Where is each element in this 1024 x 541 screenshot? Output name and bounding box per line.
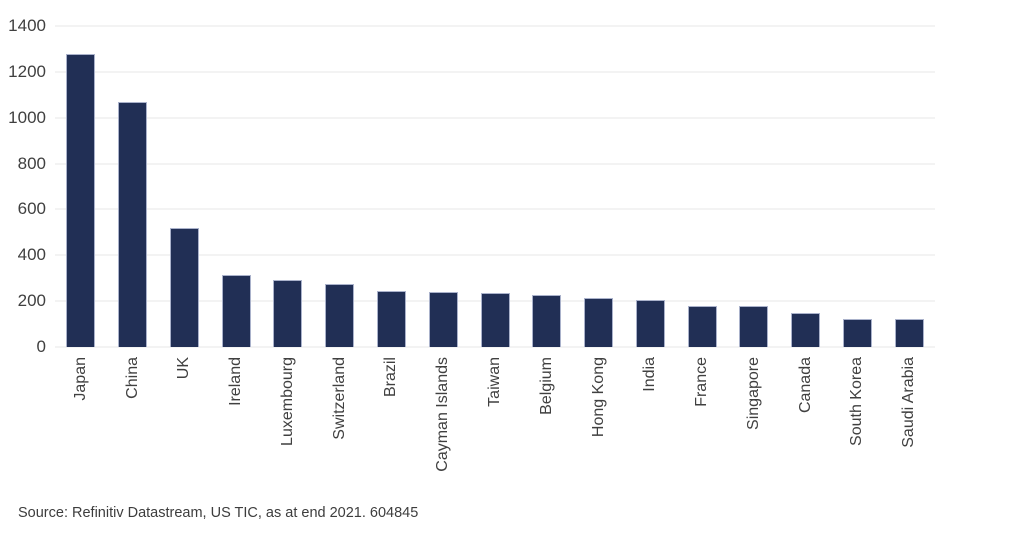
gridline (55, 346, 935, 348)
bar-taiwan (480, 293, 510, 347)
x-axis-label-slot: Belgium (521, 347, 573, 507)
x-axis-category-label: Switzerland (330, 357, 348, 440)
gridline (55, 25, 935, 27)
bar-india (635, 300, 665, 347)
gridline (55, 254, 935, 257)
x-axis-label-slot: India (624, 347, 676, 507)
x-axis-category-label: Ireland (227, 357, 245, 406)
x-axis-label-slot: Japan (55, 347, 107, 507)
x-axis-label-slot: China (107, 347, 159, 507)
y-axis-tick-label: 800 (17, 153, 46, 173)
bar-belgium (532, 294, 562, 347)
bar-cayman-islands (428, 291, 458, 347)
x-axis-category-label: Singapore (744, 357, 762, 430)
y-axis-tick-label: 1200 (8, 61, 46, 81)
x-axis-category-label: India (641, 357, 659, 392)
bar-singapore (739, 306, 769, 347)
bar-hong-kong (584, 297, 614, 347)
bar-brazil (376, 290, 406, 347)
x-axis-label-slot: Saudi Arabia (883, 347, 935, 507)
plot-area: Japan China UK Ireland Luxembourg Switzerland… (8, 16, 935, 472)
y-axis-tick-label: 1000 (8, 107, 46, 127)
bar-saudi-arabia (894, 319, 924, 347)
x-axis-category-label: Japan (71, 357, 89, 401)
x-axis-category-label: Belgium (537, 357, 555, 415)
x-axis-label-slot: Ireland (210, 347, 262, 507)
bar-china (118, 102, 148, 347)
y-axis-tick-label: 400 (17, 245, 46, 265)
x-axis-label-slot: Switzerland (314, 347, 366, 507)
x-axis-labels: Japan China UK Ireland Luxembourg Switzerland… (55, 347, 935, 512)
x-axis-category-label: UK (175, 357, 193, 380)
bar-uk (169, 227, 199, 347)
y-axis-tick-label: 0 (36, 337, 46, 356)
x-axis-category-label: Saudi Arabia (900, 357, 918, 448)
y-axis-tick-label: 1400 (8, 16, 46, 35)
x-axis-category-label: Luxembourg (278, 357, 296, 446)
x-axis-category-label: Brazil (382, 357, 400, 398)
x-axis-category-label: South Korea (848, 357, 866, 446)
gridline (55, 162, 935, 165)
x-axis-category-label: Canada (796, 357, 814, 414)
y-axis-tick-label: 600 (17, 199, 46, 219)
gridline (55, 116, 935, 119)
y-axis-tick-label: 200 (17, 291, 46, 311)
bar-france (687, 306, 717, 347)
bar-luxembourg (273, 279, 303, 347)
x-axis-category-label: China (123, 357, 141, 399)
x-axis-label-slot: Singapore (728, 347, 780, 507)
x-axis-label-slot: Canada (780, 347, 832, 507)
x-axis-label-slot: UK (159, 347, 211, 507)
bar-switzerland (325, 284, 355, 347)
x-axis-label-slot: Cayman Islands (417, 347, 469, 507)
x-axis-category-label: France (693, 357, 711, 407)
x-axis-label-slot: Taiwan (469, 347, 521, 507)
x-axis-category-label: Taiwan (485, 357, 503, 407)
bar-canada (791, 312, 821, 347)
x-axis-category-label: Cayman Islands (434, 357, 452, 472)
x-axis-label-slot: Luxembourg (262, 347, 314, 507)
x-axis-label-slot: South Korea (831, 347, 883, 507)
x-axis-category-label: Hong Kong (589, 357, 607, 438)
bar-ireland (221, 275, 251, 347)
x-axis-label-slot: Hong Kong (573, 347, 625, 507)
bar-south-korea (842, 319, 872, 347)
source-note: Source: Refinitiv Datastream, US TIC, as… (18, 505, 419, 521)
x-axis-label-slot: France (676, 347, 728, 507)
x-axis-label-slot: Brazil (366, 347, 418, 507)
gridline (55, 208, 935, 211)
gridline (55, 70, 935, 73)
bar-japan (66, 53, 96, 347)
